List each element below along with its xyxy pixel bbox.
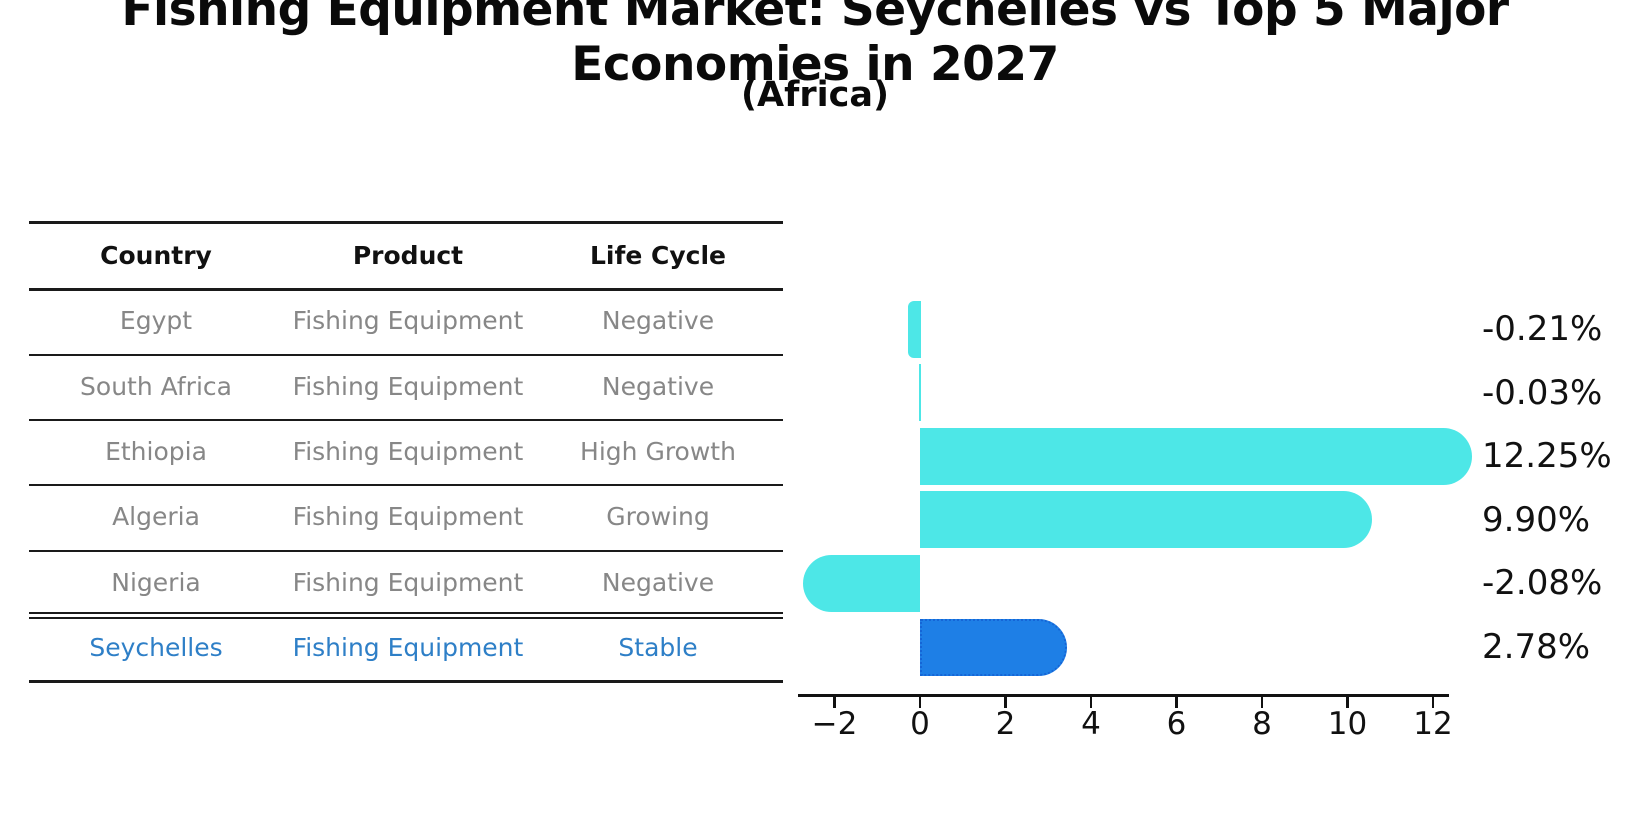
table-row-divider [29, 611, 783, 614]
x-tick-label: 2 [995, 706, 1016, 742]
country-cell: Ethiopia [105, 437, 207, 467]
table-row: Nigeria Fishing Equipment Negative [29, 550, 783, 615]
product-cell: Fishing Equipment [292, 567, 524, 597]
table-row-highlighted: Seychelles Fishing Equipment Stable [29, 615, 783, 680]
x-tick-label: 0 [910, 706, 930, 742]
x-tick-label: 6 [1166, 706, 1187, 742]
table-row: Algeria Fishing Equipment Growing [29, 484, 783, 549]
value-label-algeria: 9.90% [1482, 499, 1591, 540]
value-label-egypt: -0.21% [1482, 309, 1603, 349]
x-axis-line [798, 694, 1449, 697]
country-cell: Egypt [119, 306, 193, 336]
x-axis-tick [1260, 696, 1264, 708]
value-label-ethiopia: 12.25% [1482, 436, 1612, 477]
x-axis-tick [1346, 696, 1349, 708]
x-axis-tick [1004, 696, 1007, 708]
x-tick-label: 10 [1327, 706, 1368, 742]
value-label-south-africa: -0.03% [1482, 372, 1603, 413]
page-subtitle: (Africa) [741, 75, 889, 115]
table-row: Egypt Fishing Equipment Negative [29, 288, 783, 353]
x-axis-tick [1089, 696, 1093, 708]
table-row: South Africa Fishing Equipment Negative [29, 354, 783, 419]
x-tick-label: 4 [1081, 706, 1101, 742]
x-axis-tick [1175, 696, 1178, 708]
bar-seychelles-highlighted [920, 618, 1068, 676]
value-label-nigeria: -2.08% [1482, 563, 1603, 604]
life-cycle-cell: Negative [601, 567, 715, 597]
table-top-border [29, 221, 783, 224]
product-cell: Fishing Equipment [292, 306, 524, 336]
bar-south-africa [918, 364, 921, 422]
column-header-life-cycle: Life Cycle [589, 241, 727, 270]
product-cell: Fishing Equipment [292, 502, 524, 532]
bar-nigeria [802, 554, 920, 612]
country-cell: Seychelles [89, 633, 223, 663]
x-tick-label: 8 [1252, 706, 1272, 742]
x-axis-tick [833, 696, 836, 708]
table-row-divider [29, 484, 783, 487]
table-header-border [29, 288, 783, 291]
page-title: Fishing Equipment Market: Seychelles vs … [121, 0, 1509, 92]
x-axis-tick [1431, 696, 1435, 708]
table-row-divider [29, 419, 783, 422]
life-cycle-cell: High Growth [580, 437, 736, 467]
bar-algeria [920, 491, 1372, 549]
country-cell: Nigeria [111, 567, 201, 597]
table-row: Ethiopia Fishing Equipment High Growth [29, 419, 783, 484]
bar-ethiopia [920, 427, 1472, 485]
table-header-row: Country Product Life Cycle [29, 223, 783, 288]
product-cell: Fishing Equipment [292, 633, 524, 663]
x-tick-label: −2 [811, 706, 858, 742]
life-cycle-cell: Negative [601, 306, 715, 336]
life-cycle-cell: Growing [606, 502, 710, 532]
table-row-divider [29, 549, 783, 552]
life-cycle-cell: Stable [618, 633, 698, 663]
country-cell: Algeria [112, 502, 200, 532]
table-row-divider [29, 353, 783, 356]
product-cell: Fishing Equipment [292, 437, 524, 467]
country-cell: South Africa [80, 371, 232, 401]
x-tick-label: 12 [1413, 706, 1453, 742]
column-header-country: Country [100, 241, 212, 270]
x-axis-tick [918, 696, 922, 708]
bar-egypt [908, 300, 921, 358]
table-row-divider [29, 617, 783, 619]
product-cell: Fishing Equipment [292, 371, 524, 401]
table-bottom-border [29, 679, 783, 683]
value-label-seychelles: 2.78% [1482, 627, 1591, 667]
life-cycle-cell: Negative [601, 371, 715, 401]
column-header-product: Product [352, 241, 464, 270]
